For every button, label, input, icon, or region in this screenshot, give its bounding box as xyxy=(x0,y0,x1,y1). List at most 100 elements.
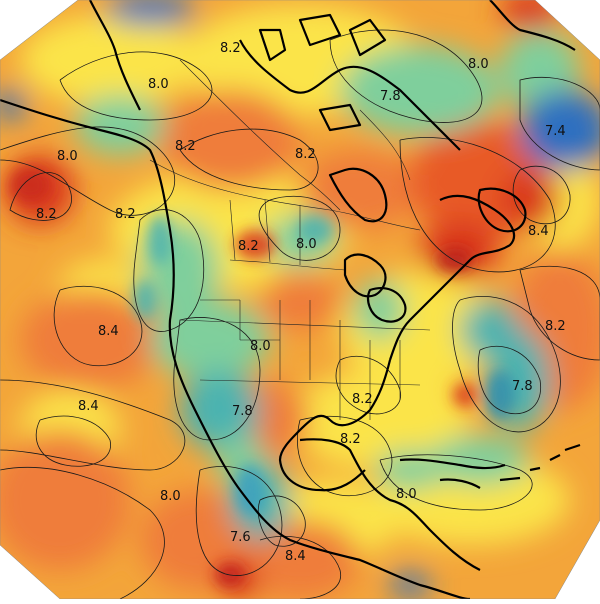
field-zone-teal xyxy=(133,280,157,320)
field-zone-yellow xyxy=(20,15,200,105)
contour-label: 8.0 xyxy=(296,237,317,252)
contour-line xyxy=(9,172,72,221)
contour-line xyxy=(53,285,143,367)
contour-label: 8.4 xyxy=(285,549,306,564)
contour-label: 7.8 xyxy=(512,379,533,394)
contour-line xyxy=(399,137,556,273)
contour-line xyxy=(0,379,186,471)
contour-line xyxy=(519,265,600,361)
atlantic-coast-north xyxy=(388,194,516,361)
contour-label: 8.0 xyxy=(148,77,169,92)
contour-line xyxy=(133,209,205,332)
field-zone-green xyxy=(430,435,530,485)
field-zone-blue xyxy=(390,573,430,597)
contour-line xyxy=(379,454,533,511)
contour-label: 8.2 xyxy=(352,392,373,407)
field-zone-green xyxy=(75,95,165,155)
field-zone-teal xyxy=(235,465,265,515)
contour-label: 7.6 xyxy=(230,530,251,545)
contour-label: 8.2 xyxy=(175,139,196,154)
contour-line xyxy=(258,495,306,547)
alaska-coast xyxy=(89,0,141,111)
field-zone-teal xyxy=(485,370,515,420)
contour-line xyxy=(195,466,283,576)
contour-line xyxy=(173,317,261,441)
contour-label: 7.8 xyxy=(380,89,401,104)
contour-label: 8.4 xyxy=(78,399,99,414)
contour-line xyxy=(258,195,341,261)
contour-lines xyxy=(0,29,600,599)
contour-label: 8.4 xyxy=(528,224,549,239)
great-lakes xyxy=(343,253,387,298)
contour-line xyxy=(335,355,402,415)
field-zone-orange xyxy=(160,90,300,190)
field-zone-green xyxy=(375,450,445,490)
contour-line xyxy=(297,415,393,497)
contour-label: 8.0 xyxy=(250,339,271,354)
contour-line xyxy=(179,128,319,191)
contour-line xyxy=(452,296,561,433)
contour-line xyxy=(35,415,111,467)
contour-label: 8.0 xyxy=(160,489,181,504)
political-borders xyxy=(149,59,431,420)
contour-line xyxy=(59,51,213,121)
field-zone-red xyxy=(453,383,477,407)
caribbean-islands xyxy=(439,443,581,489)
field-zone-teal xyxy=(148,215,172,265)
field-detail xyxy=(10,167,515,587)
border-line xyxy=(200,299,401,420)
contour-line xyxy=(477,345,542,415)
hudson-bay xyxy=(328,167,388,223)
coastlines xyxy=(0,0,581,599)
arctic-coast xyxy=(239,39,461,151)
contour-line xyxy=(0,126,175,216)
contour-label: 8.0 xyxy=(468,57,489,72)
border-line xyxy=(229,259,346,271)
field-zone-orange xyxy=(240,520,360,599)
contour-label: 8.0 xyxy=(57,149,78,164)
field-zone-red xyxy=(500,170,560,230)
contour-label: 8.2 xyxy=(115,207,136,222)
contour-label: 8.2 xyxy=(238,239,259,254)
contour-label: 8.0 xyxy=(396,487,417,502)
contour-labels: 8.2 8.0 8.0 7.8 7.4 8.0 8.2 8.2 8.2 8.2 … xyxy=(36,41,566,564)
contour-label: 8.2 xyxy=(295,147,316,162)
contour-line xyxy=(329,29,483,123)
field-zone-teal xyxy=(180,370,260,450)
contour-line xyxy=(0,467,165,599)
field-zone-red xyxy=(10,167,50,203)
field-zone-orange xyxy=(260,270,340,330)
contour-label: 8.4 xyxy=(98,324,119,339)
newfoundland xyxy=(477,187,527,233)
contour-label: 8.2 xyxy=(220,41,241,56)
field-zone-red xyxy=(437,248,473,272)
border-line xyxy=(359,109,411,181)
field-zone-green xyxy=(340,45,500,135)
contour-label: 8.2 xyxy=(36,207,57,222)
great-lakes-2 xyxy=(366,287,407,323)
field-zone-blue xyxy=(105,0,195,25)
border-line xyxy=(179,59,341,211)
field-zone-red xyxy=(235,230,275,260)
contour-label: 7.8 xyxy=(232,404,253,419)
field-zone-blue xyxy=(0,90,25,120)
gulf-coast xyxy=(278,359,392,492)
cuba xyxy=(399,458,506,470)
greenland-coast xyxy=(489,0,576,51)
field-zone-red xyxy=(500,0,560,30)
border-line xyxy=(179,319,431,331)
mexico-coast xyxy=(299,438,481,571)
field-zone-orange xyxy=(20,290,160,390)
field-zone-yellow xyxy=(290,370,470,470)
contour-label: 8.2 xyxy=(545,319,566,334)
field-zone-teal xyxy=(297,216,333,244)
pacific-coast xyxy=(0,98,471,599)
arctic-islands xyxy=(258,13,387,132)
contour-label: 7.4 xyxy=(545,124,566,139)
contour-line xyxy=(259,535,342,599)
contour-label: 8.2 xyxy=(340,432,361,447)
